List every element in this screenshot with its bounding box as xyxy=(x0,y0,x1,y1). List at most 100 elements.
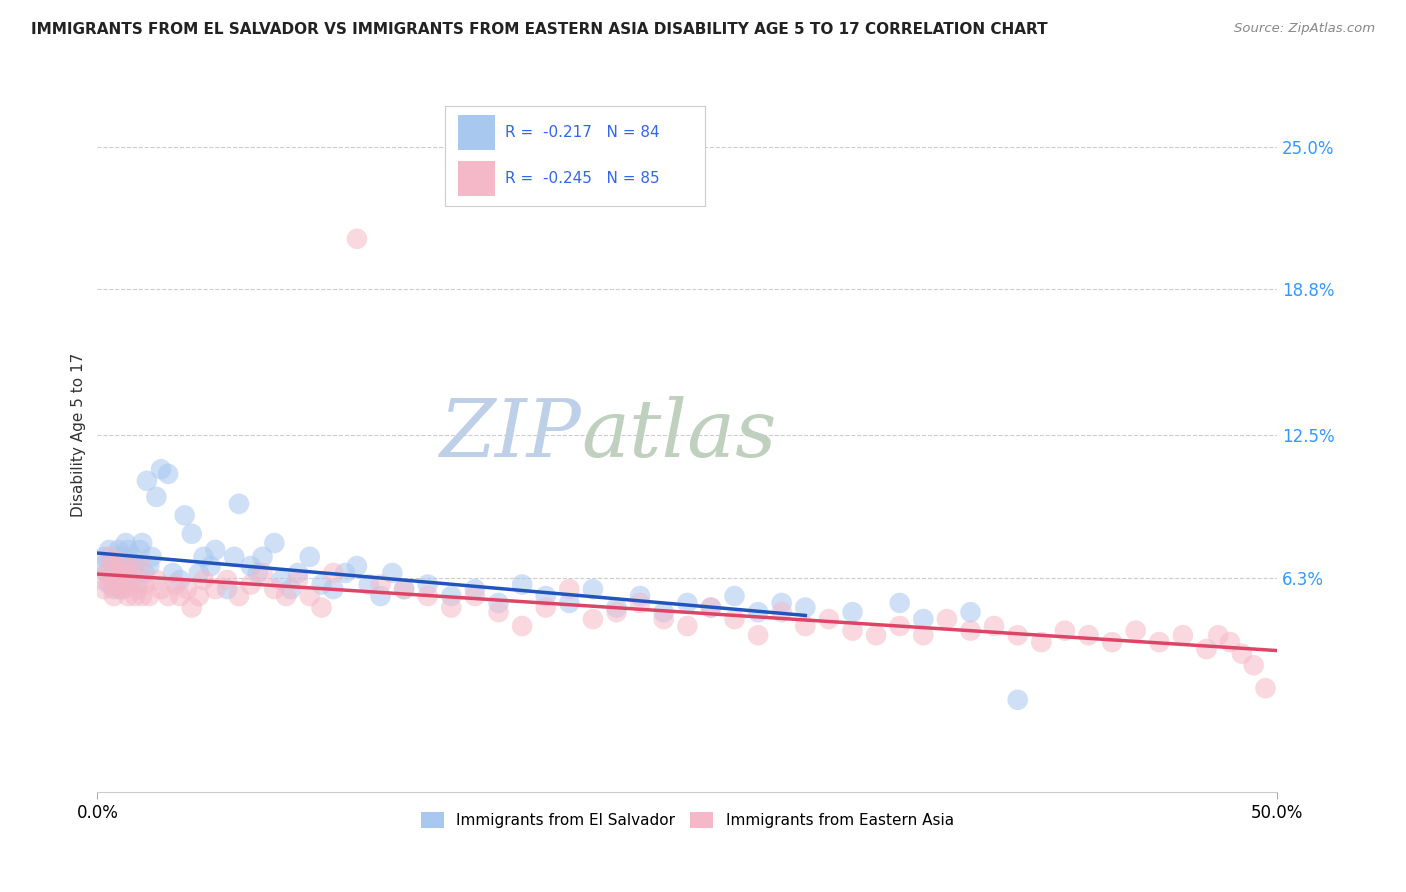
Point xyxy=(333,566,356,580)
Point xyxy=(959,605,981,619)
Point xyxy=(1219,635,1241,649)
Point xyxy=(794,619,817,633)
Point xyxy=(204,582,226,596)
Point xyxy=(239,559,262,574)
Point xyxy=(357,577,380,591)
Point xyxy=(1007,628,1029,642)
Point xyxy=(889,596,911,610)
Point xyxy=(110,582,132,596)
Point xyxy=(287,573,309,587)
Point xyxy=(488,596,510,610)
Point xyxy=(311,577,333,591)
Point xyxy=(935,612,957,626)
Point xyxy=(100,559,122,574)
Point xyxy=(112,566,135,580)
Point xyxy=(120,573,142,587)
Point xyxy=(246,566,269,580)
Point xyxy=(440,589,463,603)
Point xyxy=(165,577,187,591)
Point xyxy=(770,596,793,610)
Point xyxy=(169,573,191,587)
Point xyxy=(770,605,793,619)
Point xyxy=(91,573,114,587)
Point xyxy=(381,566,404,580)
Point xyxy=(392,582,415,596)
Point xyxy=(322,566,344,580)
Point xyxy=(145,573,167,587)
Point xyxy=(464,582,486,596)
Point xyxy=(534,600,557,615)
Point xyxy=(138,589,160,603)
Point xyxy=(217,582,239,596)
Point xyxy=(107,543,129,558)
Point xyxy=(488,605,510,619)
Point xyxy=(1125,624,1147,638)
Point xyxy=(311,600,333,615)
Point xyxy=(239,577,262,591)
Point xyxy=(510,577,533,591)
Point xyxy=(100,577,122,591)
Point xyxy=(558,596,581,610)
Point xyxy=(141,549,163,564)
Point xyxy=(127,577,149,591)
Point xyxy=(1101,635,1123,649)
Point xyxy=(127,582,149,596)
Point xyxy=(114,577,136,591)
Point xyxy=(121,566,143,580)
Point xyxy=(747,628,769,642)
Point xyxy=(187,589,209,603)
Point xyxy=(103,582,125,596)
Point xyxy=(605,605,627,619)
Point xyxy=(676,596,699,610)
Point xyxy=(510,619,533,633)
Point xyxy=(1077,628,1099,642)
Point xyxy=(534,589,557,603)
Point xyxy=(96,566,118,580)
Point xyxy=(193,573,215,587)
Point xyxy=(558,582,581,596)
Point xyxy=(120,577,142,591)
Point xyxy=(103,589,125,603)
Point xyxy=(605,600,627,615)
Point xyxy=(114,573,136,587)
Point xyxy=(865,628,887,642)
Point xyxy=(1254,681,1277,696)
Point xyxy=(169,589,191,603)
Point xyxy=(100,571,122,585)
Point xyxy=(128,543,150,558)
Point xyxy=(107,577,129,591)
Legend: Immigrants from El Salvador, Immigrants from Eastern Asia: Immigrants from El Salvador, Immigrants … xyxy=(415,806,960,834)
Point xyxy=(392,582,415,596)
Point xyxy=(723,589,745,603)
Point xyxy=(138,559,160,574)
Point xyxy=(1206,628,1229,642)
Point xyxy=(1243,658,1265,673)
Point xyxy=(228,589,250,603)
Point xyxy=(135,474,157,488)
Point xyxy=(440,600,463,615)
Point xyxy=(162,566,184,580)
Point xyxy=(131,536,153,550)
Point xyxy=(1195,642,1218,657)
Point xyxy=(117,559,139,574)
Point xyxy=(700,600,723,615)
Point xyxy=(105,573,128,587)
Point xyxy=(180,526,202,541)
Point xyxy=(346,232,368,246)
Point xyxy=(121,549,143,564)
Point xyxy=(582,612,605,626)
Point xyxy=(107,582,129,596)
Point xyxy=(124,559,146,574)
Point xyxy=(841,624,863,638)
Point xyxy=(100,554,122,568)
Point xyxy=(128,559,150,574)
Y-axis label: Disability Age 5 to 17: Disability Age 5 to 17 xyxy=(72,352,86,516)
Point xyxy=(93,582,115,596)
Point xyxy=(228,497,250,511)
Point xyxy=(187,566,209,580)
Point xyxy=(145,490,167,504)
Point xyxy=(416,577,439,591)
Point xyxy=(93,549,115,564)
Point xyxy=(416,589,439,603)
Point xyxy=(224,549,246,564)
